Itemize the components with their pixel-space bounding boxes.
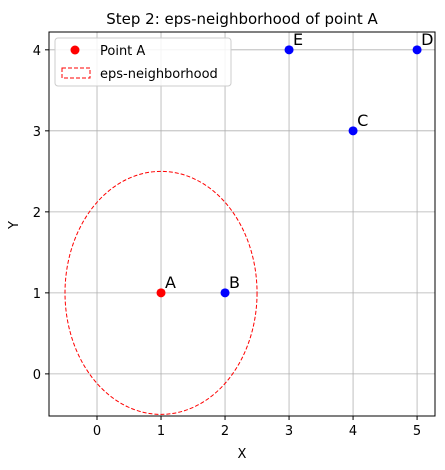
point-b-marker: [220, 288, 230, 298]
y-axis-label: Y: [7, 221, 22, 230]
point-d-marker: [412, 45, 422, 55]
point-d-label: D: [421, 30, 433, 49]
eps-neighborhood-circle: [64, 170, 258, 415]
y-tick-label: 0: [33, 368, 41, 383]
x-tick-label: 0: [93, 424, 101, 439]
x-tick-label: 2: [221, 424, 229, 439]
legend-dashed-box-icon: [61, 67, 91, 79]
point-c-label: C: [357, 111, 368, 130]
point-e-label: E: [293, 30, 303, 49]
point-e-marker: [284, 45, 294, 55]
point-a-marker: [156, 288, 166, 298]
point-c-marker: [348, 126, 358, 136]
legend-box: [54, 37, 232, 87]
y-tick-label: 2: [33, 206, 41, 221]
y-tick-label: 3: [33, 125, 41, 140]
legend-entry-label: Point A: [100, 44, 145, 59]
x-axis-label: X: [238, 447, 247, 462]
neighborhood-layer: [64, 170, 258, 415]
legend: Point A eps-neighborhood: [54, 37, 232, 87]
x-tick-label: 3: [285, 424, 293, 439]
y-tick-label: 1: [33, 287, 41, 302]
tick-labels: 0 1 2 3 4 5 0 1 2 3 4: [33, 44, 421, 439]
x-tick-label: 1: [157, 424, 165, 439]
y-tick-label: 4: [33, 44, 41, 59]
points-layer: A B C D E: [156, 30, 433, 298]
x-tick-label: 4: [349, 424, 357, 439]
legend-entry-label: eps-neighborhood: [100, 67, 218, 82]
legend-marker-icon: [70, 45, 80, 55]
point-a-label: A: [165, 273, 176, 292]
plot-frame: [48, 31, 436, 417]
point-b-label: B: [229, 273, 240, 292]
chart-title: Step 2: eps-neighborhood of point A: [106, 10, 378, 28]
x-tick-label: 5: [413, 424, 421, 439]
